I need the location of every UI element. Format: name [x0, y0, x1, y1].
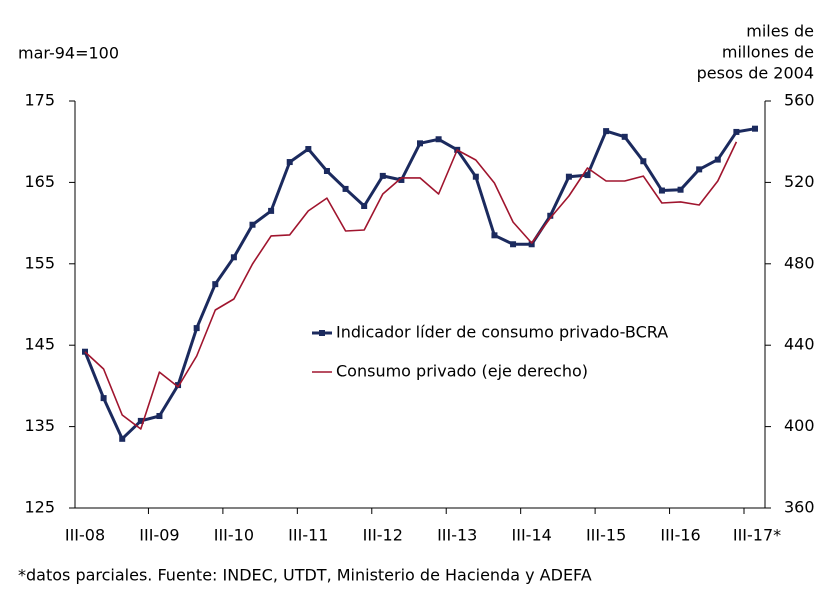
- series-line: [83, 127, 756, 441]
- y2-tick-label: 560: [784, 91, 815, 110]
- y-tick-label: 145: [24, 335, 55, 354]
- point: [305, 146, 312, 153]
- point: [510, 241, 517, 248]
- point: [342, 185, 349, 192]
- point: [435, 136, 442, 143]
- x-tick-label: III-09: [139, 526, 179, 545]
- point: [565, 173, 572, 180]
- x-tick-label: III-16: [660, 526, 700, 545]
- point: [398, 176, 405, 183]
- y-axis-label: mar-94=100: [18, 44, 119, 63]
- point: [230, 254, 237, 261]
- x-tick-label: III-08: [65, 526, 105, 545]
- y2-axis-label: pesos de 2004: [697, 64, 814, 83]
- legend-label: Indicador líder de consumo privado-BCRA: [336, 323, 668, 342]
- y2-tick-label: 440: [784, 335, 815, 354]
- point: [658, 187, 665, 194]
- point: [137, 417, 144, 424]
- point: [212, 281, 219, 288]
- x-tick-label: III-10: [214, 526, 254, 545]
- point: [547, 212, 554, 219]
- point: [119, 435, 126, 442]
- point: [156, 413, 163, 420]
- x-tick-label: III-11: [288, 526, 328, 545]
- y2-tick-label: 360: [784, 498, 815, 517]
- footnote: *datos parciales. Fuente: INDEC, UTDT, M…: [18, 566, 592, 585]
- point: [472, 173, 479, 180]
- point: [584, 172, 591, 179]
- y2-tick-label: 400: [784, 416, 815, 435]
- point: [603, 128, 610, 135]
- point: [714, 156, 721, 163]
- point: [677, 186, 684, 193]
- point: [323, 168, 330, 175]
- x-tick-label: III-13: [437, 526, 477, 545]
- point: [528, 241, 535, 248]
- x-tick-label: III-15: [586, 526, 626, 545]
- point: [752, 125, 758, 132]
- point: [733, 128, 740, 135]
- x-tick-label: III-17*: [733, 526, 781, 545]
- point: [640, 158, 647, 165]
- point: [100, 395, 107, 402]
- point: [417, 140, 423, 147]
- y2-tick-label: 520: [784, 172, 815, 191]
- point: [175, 382, 182, 389]
- point: [268, 207, 275, 214]
- point: [379, 172, 386, 179]
- y-tick-label: 155: [24, 253, 55, 272]
- x-tick-label: III-12: [363, 526, 403, 545]
- y2-axis-label: miles de: [746, 22, 814, 41]
- point: [249, 221, 256, 228]
- point: [491, 232, 498, 239]
- y-tick-label: 175: [24, 91, 55, 110]
- point: [82, 348, 88, 355]
- point: [696, 166, 703, 173]
- point: [361, 203, 368, 210]
- y2-axis-label: millones de: [722, 43, 814, 62]
- y-tick-label: 165: [24, 172, 55, 191]
- y-tick-label: 135: [24, 416, 55, 435]
- point: [621, 133, 628, 140]
- legend-label: Consumo privado (eje derecho): [336, 362, 588, 381]
- series-line: [84, 141, 738, 430]
- y-tick-label: 125: [24, 498, 55, 517]
- point: [193, 325, 200, 332]
- y2-tick-label: 480: [784, 253, 815, 272]
- x-tick-label: III-14: [512, 526, 552, 545]
- legend-marker: [319, 330, 325, 336]
- point: [286, 159, 293, 166]
